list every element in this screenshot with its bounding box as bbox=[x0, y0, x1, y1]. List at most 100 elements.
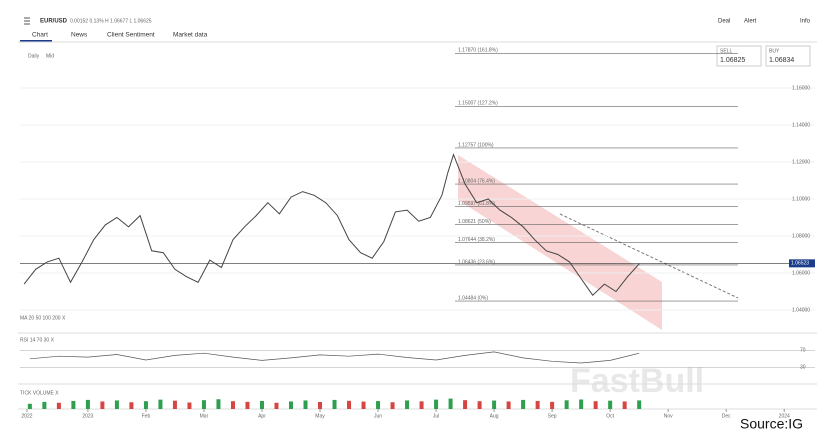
volume-bar bbox=[187, 402, 192, 409]
volume-bar bbox=[129, 402, 134, 409]
fib-label: 1.08621 (50%) bbox=[458, 219, 491, 225]
fib-label: 1.09597 (61.8%) bbox=[458, 201, 495, 207]
x-tick-label: Nov bbox=[664, 413, 673, 419]
y-tick-label: 1.04000 bbox=[792, 307, 810, 313]
x-tick-label: 2023 bbox=[82, 413, 93, 419]
trend-line bbox=[559, 213, 739, 299]
volume-bar bbox=[201, 400, 206, 409]
sell-label: SELL bbox=[720, 48, 732, 54]
volume-bar bbox=[230, 401, 235, 409]
tab[interactable]: Client Sentiment bbox=[107, 32, 155, 39]
volume-bar bbox=[521, 399, 526, 409]
volume-bar bbox=[318, 401, 323, 409]
volume-bar bbox=[27, 403, 32, 409]
y-tick-label: 1.14000 bbox=[792, 122, 810, 128]
volume-bar bbox=[419, 401, 424, 409]
x-tick-label: Aug bbox=[490, 413, 499, 419]
volume-bar bbox=[158, 399, 163, 409]
rsi-tick-label: 70 bbox=[800, 348, 806, 354]
volume-bar bbox=[622, 401, 627, 409]
buy-box[interactable] bbox=[765, 45, 811, 67]
last-price-label: 1.06523 bbox=[791, 261, 809, 267]
menu-item[interactable]: Alert bbox=[744, 19, 757, 25]
menu-item[interactable]: Info bbox=[800, 19, 811, 25]
x-tick-label: Mar bbox=[200, 413, 209, 419]
watermark: FastBull bbox=[570, 362, 704, 400]
y-tick-label: 1.16000 bbox=[792, 85, 810, 91]
rsi-tick-label: 30 bbox=[800, 365, 806, 371]
fib-label: 1.04484 (0%) bbox=[458, 295, 488, 301]
y-tick-label: 1.06000 bbox=[792, 270, 810, 276]
fib-label: 1.10804 (76.4%) bbox=[458, 178, 495, 184]
y-tick-label: 1.10000 bbox=[792, 196, 810, 202]
volume-bar bbox=[492, 400, 497, 409]
volume-bar bbox=[114, 400, 119, 409]
x-tick-label: Dec bbox=[722, 413, 731, 419]
source: Source:IG bbox=[740, 416, 803, 432]
x-tick-label: May bbox=[315, 413, 325, 419]
volume-bar bbox=[71, 400, 76, 409]
volume-bar bbox=[361, 401, 366, 409]
fib-label: 1.07644 (38.2%) bbox=[458, 237, 495, 243]
x-tick-label: 2022 bbox=[21, 413, 32, 419]
fib-label: 1.06436 (23.6%) bbox=[458, 259, 495, 265]
volume-bar bbox=[245, 401, 250, 409]
volume-bar bbox=[434, 399, 439, 409]
tab[interactable]: News bbox=[71, 32, 88, 39]
volume-bar bbox=[216, 399, 221, 409]
fib-label: 1.12757 (100%) bbox=[458, 142, 494, 148]
symbol: EUR/USD bbox=[40, 19, 68, 25]
volume-bar bbox=[535, 400, 540, 409]
buy-price: 1.06834 bbox=[769, 57, 794, 64]
volume-bar bbox=[42, 401, 47, 409]
volume-bar bbox=[405, 400, 410, 409]
fib-label: 1.15007 (127.2%) bbox=[458, 101, 498, 107]
tab[interactable]: Chart bbox=[32, 32, 48, 39]
volume-bar bbox=[390, 402, 395, 409]
toolbar-item[interactable]: Daily bbox=[28, 53, 40, 59]
volume-bar bbox=[637, 400, 642, 409]
volume-bar bbox=[100, 401, 105, 409]
rsi-legend: RSI 14 70 30 X bbox=[20, 337, 55, 343]
volume-bar bbox=[172, 400, 177, 409]
volume-bar bbox=[477, 401, 482, 409]
rsi-line bbox=[29, 351, 640, 364]
x-tick-label: Feb bbox=[142, 413, 151, 419]
last-price-box bbox=[789, 259, 815, 268]
volume-bar bbox=[85, 399, 90, 409]
x-tick-label: Apr bbox=[258, 413, 266, 419]
sell-box[interactable] bbox=[716, 45, 762, 67]
quote: 0.00152 0.13% H 1.06677 L 1.06625 bbox=[70, 18, 152, 24]
volume-bar bbox=[288, 401, 293, 409]
volume-bar bbox=[448, 398, 453, 409]
x-tick-label: Oct bbox=[606, 413, 614, 419]
volume-bar bbox=[564, 400, 569, 409]
volume-legend: TICK VOLUME X bbox=[20, 390, 59, 396]
volume-bar bbox=[259, 400, 264, 409]
menu-item[interactable]: Deal bbox=[718, 19, 730, 25]
volume-bar bbox=[579, 399, 584, 409]
toolbar-item[interactable]: Mid bbox=[46, 53, 54, 59]
volume-bar bbox=[347, 400, 352, 409]
x-tick-label: 2024 bbox=[779, 413, 790, 419]
tab[interactable]: Market data bbox=[173, 32, 208, 39]
volume-bar bbox=[332, 399, 337, 409]
volume-bar bbox=[593, 401, 598, 409]
ma-legend: MA 20 50 100 200 X bbox=[20, 315, 66, 321]
volume-bar bbox=[506, 401, 511, 409]
volume-bar bbox=[463, 400, 468, 409]
volume-bar bbox=[376, 401, 381, 409]
volume-bar bbox=[303, 400, 308, 409]
volume-bar bbox=[274, 402, 279, 409]
price-line bbox=[23, 153, 640, 296]
x-tick-label: Sep bbox=[548, 413, 557, 419]
x-tick-label: Jun bbox=[374, 413, 382, 419]
volume-bar bbox=[550, 401, 555, 409]
y-tick-label: 1.12000 bbox=[792, 159, 810, 165]
volume-bar bbox=[56, 402, 61, 409]
menu-icon[interactable] bbox=[24, 17, 30, 25]
x-tick-label: Jul bbox=[433, 413, 439, 419]
volume-bar bbox=[143, 401, 148, 409]
volume-bar bbox=[608, 400, 613, 409]
